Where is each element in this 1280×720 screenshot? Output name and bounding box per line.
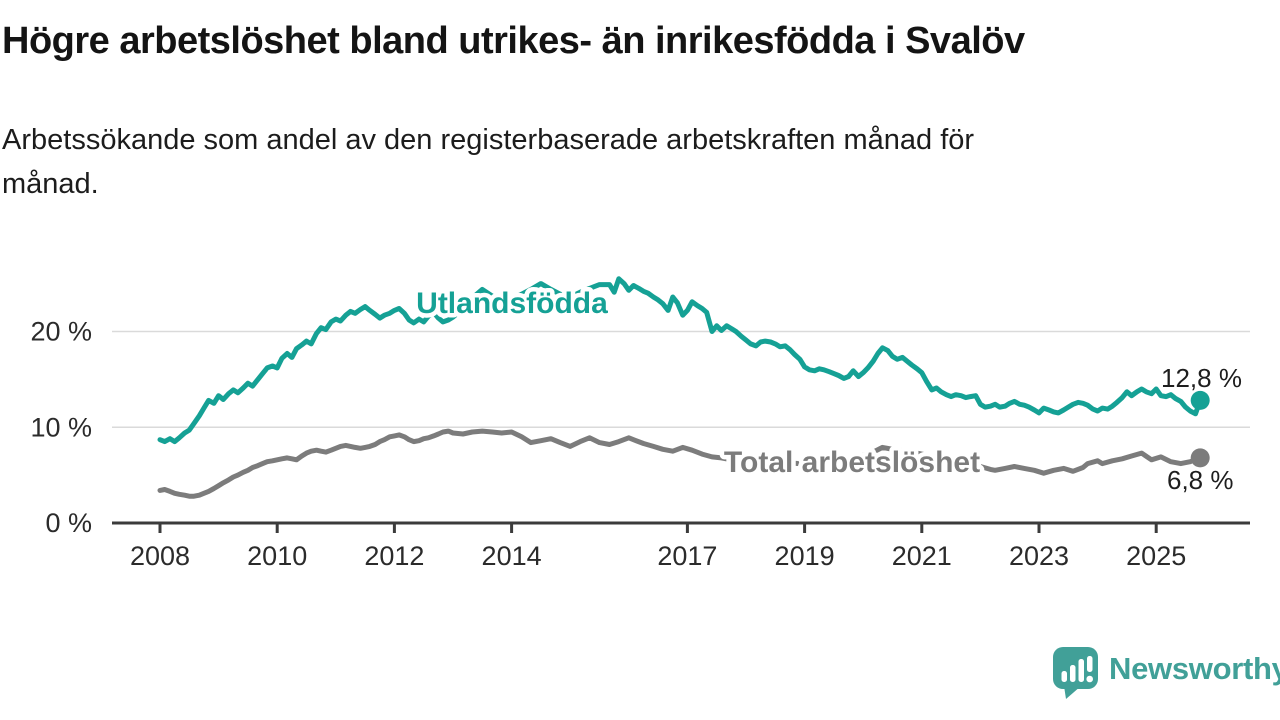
series-line-0 <box>157 276 1203 445</box>
x-tick-label: 2012 <box>364 541 424 571</box>
x-tick-label: 2017 <box>657 541 717 571</box>
newsworthy-logo-icon <box>1053 647 1098 699</box>
y-tick-label: 10 % <box>30 412 92 442</box>
x-tick-label: 2014 <box>482 541 542 571</box>
newsworthy-logo: Newsworthy <box>1053 645 1280 701</box>
x-tick-label: 2010 <box>247 541 307 571</box>
chart-subtitle: Arbetssökande som andel av den registerb… <box>2 118 1272 206</box>
x-tick-label: 2023 <box>1009 541 1069 571</box>
page-title: Högre arbetslöshet bland utrikes- än inr… <box>2 20 1025 62</box>
series-label-total-arbetsloshet: Total arbetslöshet <box>724 446 980 479</box>
y-tick-label: 20 % <box>30 317 92 347</box>
x-tick-label: 2021 <box>892 541 952 571</box>
newsworthy-logo-text: Newsworthy <box>1109 651 1280 686</box>
x-tick-label: 2008 <box>130 541 190 571</box>
series-end-dot-1 <box>1190 448 1210 468</box>
y-tick-label: 0 % <box>45 508 92 538</box>
chart-subtitle-line-1: Arbetssökande som andel av den registerb… <box>2 124 975 156</box>
series-label-utlandsfodda: Utlandsfödda <box>416 287 608 320</box>
end-value-label-total: 6,8 % <box>1167 465 1234 495</box>
series-layer <box>157 276 1210 499</box>
series-line-1 <box>157 428 1203 499</box>
x-tick-label: 2025 <box>1126 541 1186 571</box>
x-tick-label: 2019 <box>775 541 835 571</box>
end-value-label-utlandsfodda: 12,8 % <box>1161 363 1242 393</box>
series-end-dot-0 <box>1190 390 1210 410</box>
chart-subtitle-line-2: månad. <box>2 168 99 200</box>
axis-layer: 20 % 10 % 0 % 2008 2010 2012 2014 2017 2019 2021 2… <box>30 317 1250 571</box>
